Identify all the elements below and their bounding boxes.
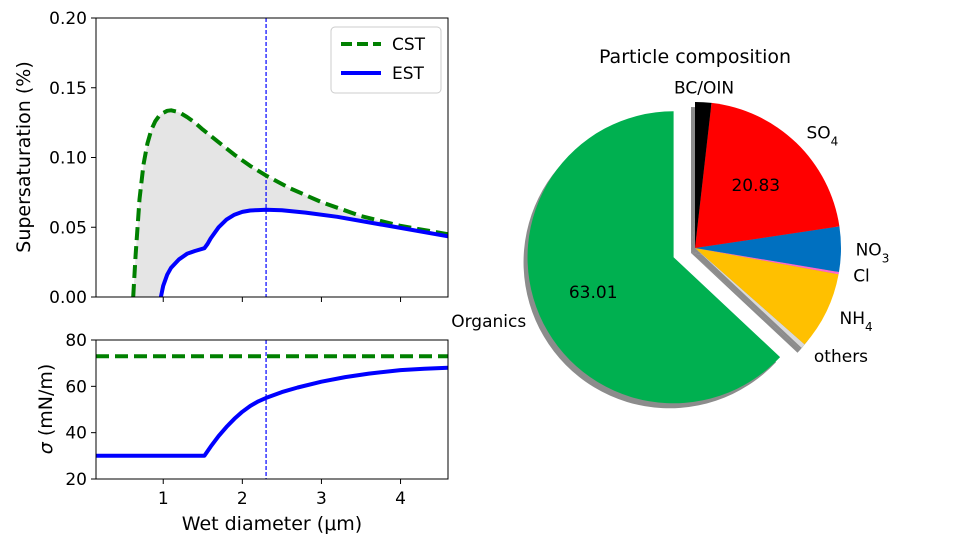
pie-label-cl: Cl [853, 267, 870, 287]
pie-slice-no3 [695, 226, 841, 272]
bottom-x-tick-label: 3 [316, 489, 327, 509]
pie-label-text: NO [856, 240, 882, 260]
pie-label-text: Organics [451, 312, 526, 332]
top-y-tick-label: 0.10 [49, 149, 87, 169]
bottom-x-tick-label: 4 [395, 489, 406, 509]
supersaturation-panel: 0.00 0.05 0.10 0.15 0.20 Supersaturation (%)… [13, 9, 449, 308]
top-y-tick-label: 0.05 [49, 218, 87, 238]
legend-cst-label: CST [392, 35, 426, 55]
bottom-y-axis-label: σ (mN/m) [35, 364, 57, 455]
bottom-y-axis-unit: (mN/m) [35, 364, 57, 443]
bottom-y-tick-label: 60 [65, 377, 87, 397]
pie-pct-so4: 20.83 [731, 176, 780, 196]
bottom-y-tick-label: 40 [65, 424, 87, 444]
pie-label-text: BC/OIN [674, 79, 734, 99]
pie-slice-nh4 [695, 248, 839, 345]
pie-slice-so4 [695, 102, 840, 249]
bottom-x-tick-label: 1 [158, 489, 169, 509]
bottom-series-est-line [96, 365, 449, 458]
top-y-axis-label: Supersaturation (%) [13, 61, 35, 252]
pie-pct-organics: 63.01 [569, 283, 618, 303]
pie-label-text: Cl [853, 267, 870, 287]
pie-slice-cl [695, 248, 839, 275]
pie-label-nh4: NH4 [840, 309, 873, 334]
bottom-y-tick-label: 20 [65, 470, 87, 490]
pie-label-text: others [814, 347, 868, 367]
x-axis-label: Wet diameter (μm) [182, 513, 362, 535]
pie-label-subscript: 3 [882, 251, 890, 265]
bottom-y-tick-label: 80 [65, 331, 87, 351]
composition-pie-panel: Particle composition Organics 63.01 others… [451, 46, 890, 409]
pie-shadow-others [691, 253, 801, 353]
surface-tension-panel: 20 40 60 80 1 2 3 4 σ (mN/m) Wet diameter (μm) [35, 331, 449, 535]
pie-label-bc_oin: BC/OIN [674, 79, 734, 99]
legend: CST EST [330, 26, 442, 94]
pie-label-subscript: 4 [865, 320, 873, 334]
sigma-symbol: σ [35, 441, 57, 454]
bottom-x-tick-label: 2 [237, 489, 248, 509]
pie-label-others: others [814, 347, 868, 367]
pie-label-so4: SO4 [807, 123, 839, 148]
top-y-tick-label: 0.00 [49, 288, 87, 308]
pie-slice-others [695, 248, 805, 348]
top-series-est-line [158, 207, 449, 298]
top-y-tick-label: 0.15 [49, 79, 87, 99]
top-series-cst-line [131, 108, 449, 298]
legend-est-label: EST [392, 64, 425, 84]
pie-label-organics: Organics [451, 312, 526, 332]
top-y-tick-label: 0.20 [49, 9, 87, 29]
pie-label-no3: NO3 [856, 240, 890, 265]
pie-slice-bc_oin [695, 101, 712, 249]
pie-slice-organics [527, 111, 781, 404]
pie-label-subscript: 4 [831, 134, 839, 148]
pie-title: Particle composition [599, 46, 791, 68]
pie-label-text: NH [840, 309, 866, 329]
pie-label-text: SO [807, 123, 831, 143]
bottom-axes-frame [95, 339, 449, 480]
shaded-region [133, 110, 448, 297]
